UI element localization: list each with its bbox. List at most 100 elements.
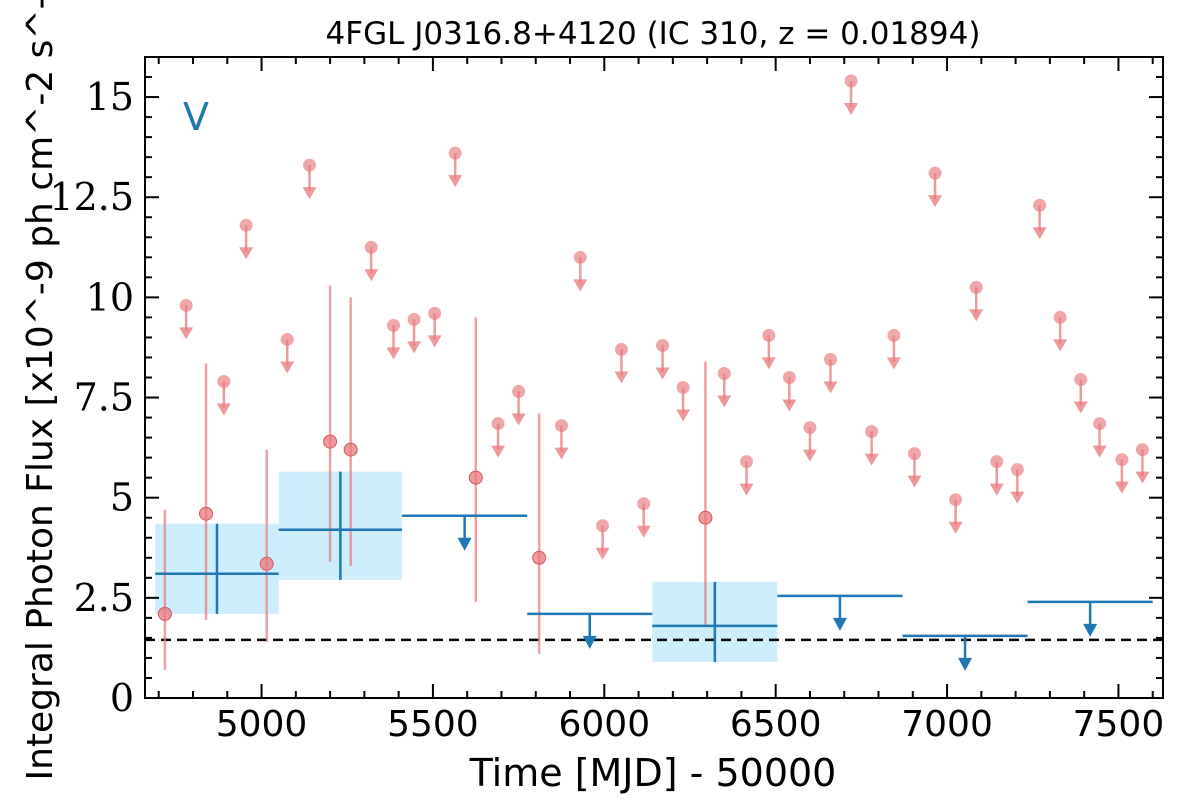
x-tick-label-4: 7000 <box>901 704 993 745</box>
short-upper-limit-point-7 <box>407 312 421 326</box>
short-upper-limit-point-37 <box>1093 417 1107 431</box>
short-upper-limit-arrow-8 <box>427 335 442 348</box>
y-tick-label-4: 10 <box>86 275 134 319</box>
plot-area: 5000 5500 6000 6500 7000 7500 0 2.5 5 7.5 10 12.5 15 <box>49 56 1165 745</box>
y-tick-label-0: 0 <box>110 676 134 720</box>
short-upper-limit-point-38 <box>1115 453 1129 467</box>
y-tick-label-6: 15 <box>86 75 134 119</box>
short-detection-point-3 <box>323 434 338 449</box>
short-upper-limit-point-19 <box>717 366 731 380</box>
short-upper-limit-point-15 <box>614 342 628 356</box>
short-upper-limit-arrow-29 <box>928 195 943 208</box>
short-upper-limit-point-1 <box>217 375 231 389</box>
short-upper-limit-arrow-36 <box>1073 401 1088 414</box>
short-upper-limit-point-30 <box>949 493 963 507</box>
short-upper-limit-arrow-37 <box>1092 445 1107 458</box>
y-tick-label-3: 7.5 <box>74 376 134 420</box>
short-upper-limit-point-3 <box>280 332 294 346</box>
long-upper-limit-arrow-2 <box>832 617 847 631</box>
short-upper-limit-arrow-0 <box>179 327 194 340</box>
short-upper-limit-arrow-16 <box>636 525 651 538</box>
short-upper-limit-point-2 <box>239 218 253 232</box>
short-upper-limit-point-13 <box>573 250 587 264</box>
long-upper-limit-arrow-1 <box>582 635 597 649</box>
short-upper-limit-point-20 <box>740 455 754 469</box>
short-upper-limit-point-5 <box>364 240 378 254</box>
short-upper-limit-arrow-18 <box>676 409 691 422</box>
short-upper-limit-point-22 <box>782 371 796 384</box>
short-upper-limit-arrow-20 <box>739 483 754 496</box>
short-upper-limit-arrow-19 <box>717 395 732 408</box>
short-upper-limit-arrow-13 <box>573 279 588 292</box>
x-axis-label: Time [MJD] - 50000 <box>469 751 837 795</box>
short-detection-point-1 <box>199 506 214 521</box>
long-upper-limit-arrow-4 <box>1083 623 1098 637</box>
long-upper-limit-arrow-3 <box>958 657 973 671</box>
short-upper-limit-arrow-26 <box>864 453 879 466</box>
short-upper-limit-arrow-39 <box>1135 471 1150 484</box>
short-upper-limit-arrow-31 <box>969 309 984 322</box>
y-tick-label-2: 5 <box>110 476 134 520</box>
short-upper-limit-point-39 <box>1135 443 1149 457</box>
short-upper-limit-point-18 <box>676 381 690 395</box>
short-upper-limit-point-0 <box>179 298 193 312</box>
chart-title: 4FGL J0316.8+4120 (IC 310, z = 0.01894) <box>326 16 981 52</box>
short-upper-limit-arrow-6 <box>386 347 401 360</box>
short-detection-point-5 <box>468 470 483 485</box>
short-upper-limit-arrow-7 <box>407 341 422 354</box>
x-tick-label-3: 6500 <box>730 704 822 745</box>
short-upper-limit-point-26 <box>865 425 879 439</box>
short-upper-limit-arrow-21 <box>761 357 776 370</box>
short-upper-limit-arrow-15 <box>614 371 629 384</box>
short-upper-limit-arrow-14 <box>595 547 610 560</box>
short-upper-limit-point-10 <box>491 417 505 431</box>
short-detection-point-0 <box>157 606 172 621</box>
short-upper-limit-arrow-11 <box>511 413 526 426</box>
short-upper-limit-point-6 <box>387 318 401 332</box>
short-upper-limit-point-24 <box>824 352 838 366</box>
short-upper-limit-arrow-10 <box>491 445 506 458</box>
short-upper-limit-arrow-27 <box>886 357 901 370</box>
short-upper-limit-point-21 <box>762 328 776 342</box>
short-upper-limit-arrow-35 <box>1053 339 1068 352</box>
short-upper-limit-point-32 <box>990 455 1004 469</box>
short-upper-limit-point-36 <box>1074 373 1088 387</box>
short-upper-limit-point-11 <box>512 385 526 399</box>
short-detection-point-6 <box>532 550 547 565</box>
short-detection-point-7 <box>698 510 713 525</box>
short-upper-limit-point-28 <box>907 447 921 461</box>
short-upper-limit-point-14 <box>596 519 610 533</box>
short-upper-limit-point-31 <box>969 280 983 294</box>
short-upper-limit-point-29 <box>928 166 942 180</box>
short-upper-limit-point-33 <box>1010 463 1024 477</box>
y-tick-label-5: 12.5 <box>49 175 134 219</box>
short-upper-limit-point-9 <box>448 146 462 160</box>
short-upper-limit-arrow-30 <box>948 521 963 534</box>
short-upper-limit-point-23 <box>803 421 817 435</box>
short-upper-limit-arrow-17 <box>655 367 670 380</box>
short-upper-limit-arrow-23 <box>802 449 817 462</box>
x-tick-label-5: 7500 <box>1073 704 1165 745</box>
short-upper-limit-arrow-2 <box>239 247 254 260</box>
long-upper-limit-arrow-0 <box>457 537 472 551</box>
short-upper-limit-arrow-9 <box>448 175 463 188</box>
short-detection-point-2 <box>259 556 274 571</box>
x-tick-label-2: 6000 <box>558 704 650 745</box>
short-upper-limit-arrow-3 <box>280 361 295 374</box>
short-upper-limit-point-35 <box>1053 310 1067 324</box>
short-upper-limit-point-27 <box>887 328 901 342</box>
short-upper-limit-arrow-28 <box>907 475 922 488</box>
short-upper-limit-point-12 <box>554 419 568 433</box>
short-upper-limit-arrow-4 <box>302 187 317 200</box>
short-upper-limit-point-16 <box>637 497 651 511</box>
short-upper-limit-arrow-5 <box>364 269 379 282</box>
y-tick-label-1: 2.5 <box>74 576 134 620</box>
short-upper-limit-arrow-12 <box>554 447 569 460</box>
x-tick-label-0: 5000 <box>216 704 308 745</box>
y-axis-label: Integral Photon Flux [x10^-9 ph cm^-2 s^… <box>20 0 61 781</box>
short-upper-limit-point-25 <box>844 74 858 88</box>
short-upper-limit-arrow-33 <box>1010 491 1025 504</box>
short-upper-limit-arrow-32 <box>989 483 1004 496</box>
band-label: V <box>183 95 209 139</box>
